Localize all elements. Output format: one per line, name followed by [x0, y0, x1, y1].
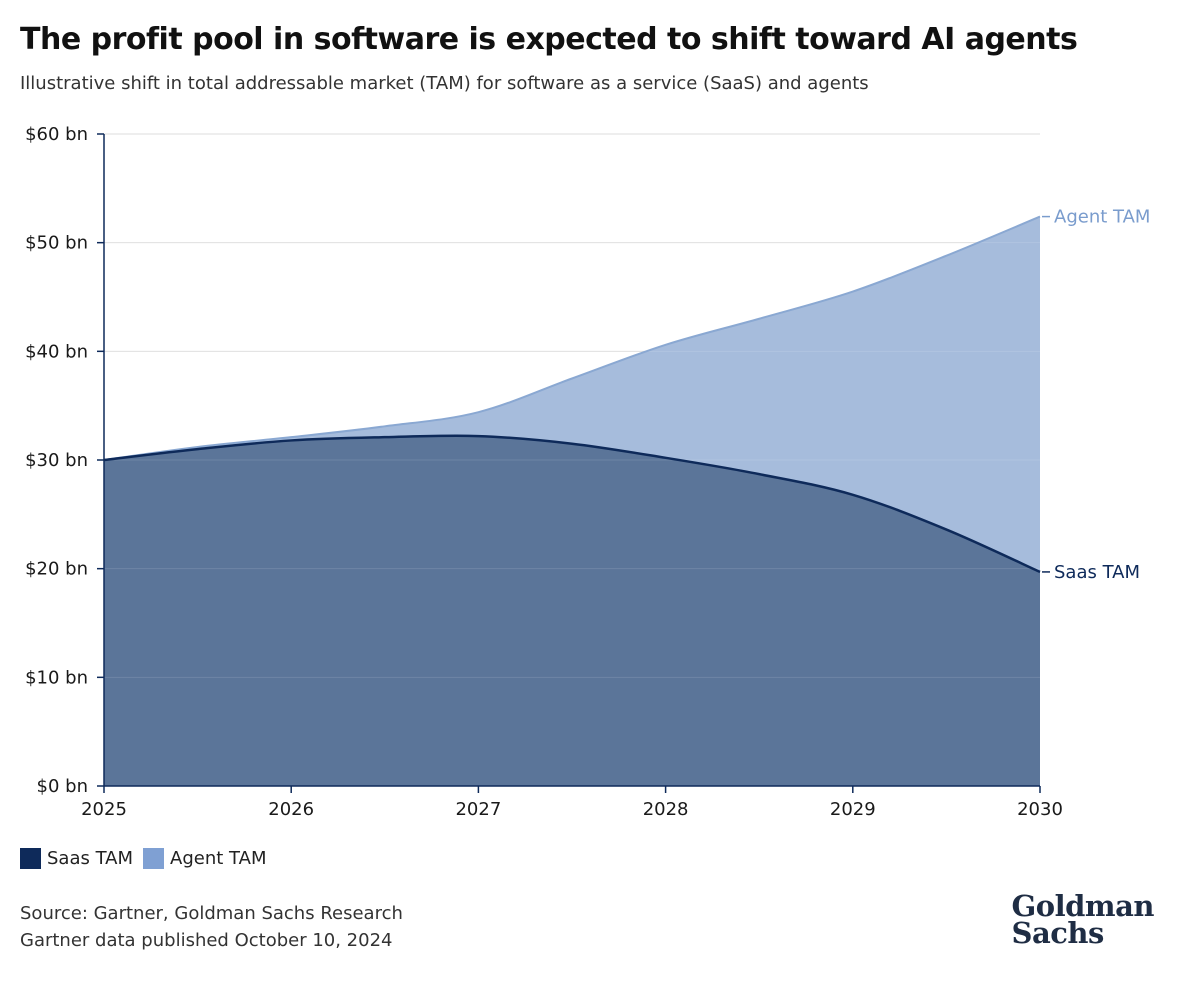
legend-swatch-agent	[143, 848, 165, 869]
x-tick-label-2026: 2026	[268, 799, 314, 820]
source-text: Source: Gartner, Goldman Sachs Research	[20, 903, 403, 924]
published-text: Gartner data published October 10, 2024	[20, 930, 393, 951]
saas-tam-line	[103, 434, 1041, 574]
end-label-saas-tam: Saas TAM	[1054, 562, 1140, 583]
legend-label-saas: Saas TAM	[47, 848, 134, 869]
x-tick-label-2025: 2025	[81, 799, 127, 820]
area-chart: $0 bn $10 bn $20 bn $30 bn $40 bn $50 bn $60 b…	[25, 124, 1150, 820]
logo-line-1: Goldman	[1011, 889, 1155, 923]
y-tick-label-0: $0 bn	[37, 776, 88, 797]
y-tick-label-10: $10 bn	[25, 667, 88, 688]
y-tick-label-50: $50 bn	[25, 233, 88, 254]
y-tick-label-60: $60 bn	[25, 124, 88, 145]
saas-tam-area	[104, 435, 1040, 786]
legend-item-agent: Agent TAM	[143, 848, 266, 869]
legend-item-saas: Saas TAM	[20, 848, 133, 869]
logo-line-2: Sachs	[1011, 916, 1105, 950]
chart-subtitle: Illustrative shift in total addressable …	[20, 73, 869, 94]
x-tick-label-2028: 2028	[643, 799, 689, 820]
y-tick-label-30: $30 bn	[25, 450, 88, 471]
chart-title: The profit pool in software is expected …	[20, 22, 1078, 57]
x-tick-label-2027: 2027	[455, 799, 501, 820]
legend: Saas TAM Agent TAM	[20, 848, 276, 869]
end-label-agent-tam: Agent TAM	[1054, 207, 1150, 228]
legend-swatch-saas	[20, 848, 41, 869]
x-tick-label-2030: 2030	[1017, 799, 1063, 820]
agent-tam-line	[103, 215, 1041, 461]
y-tick-label-40: $40 bn	[25, 341, 88, 362]
x-tick-label-2029: 2029	[830, 799, 876, 820]
source-note: Source: Gartner, Goldman Sachs Research …	[20, 900, 403, 954]
y-tick-label-20: $20 bn	[25, 559, 88, 580]
goldman-sachs-logo: Goldman Sachs	[1011, 889, 1155, 950]
legend-label-agent: Agent TAM	[170, 848, 267, 869]
